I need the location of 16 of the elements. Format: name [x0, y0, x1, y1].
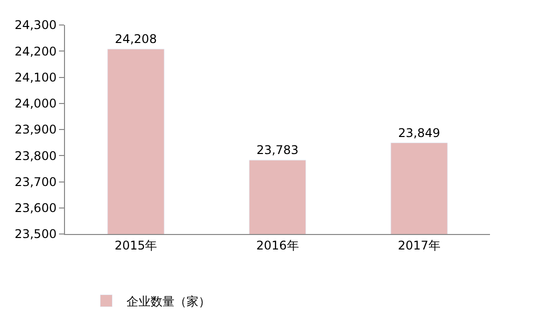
y-tick-label: 23,900 — [14, 122, 57, 137]
x-tick-label: 2017年 — [398, 238, 440, 252]
y-tick-label: 24,300 — [14, 18, 57, 32]
y-tick-label: 23,600 — [14, 201, 57, 216]
x-tick-label: 2016年 — [256, 238, 299, 252]
legend-label: 企业数量（家） — [126, 294, 210, 308]
text: 23,849 — [398, 126, 440, 140]
x-tick-label: 2015年 — [114, 238, 158, 252]
text: 24,208 — [114, 32, 157, 46]
y-tick-label: 24,200 — [14, 44, 57, 58]
text: 23,783 — [256, 143, 298, 158]
y-tick-label: 24,000 — [14, 96, 57, 111]
y-tick-label: 23,700 — [14, 174, 57, 189]
y-tick-label: 23,500 — [14, 227, 57, 242]
y-tick-label: 23,800 — [14, 148, 57, 163]
y-tick-label: 24,100 — [14, 70, 57, 84]
